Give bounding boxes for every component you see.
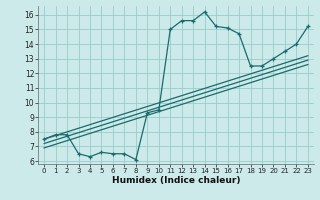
- X-axis label: Humidex (Indice chaleur): Humidex (Indice chaleur): [112, 176, 240, 185]
